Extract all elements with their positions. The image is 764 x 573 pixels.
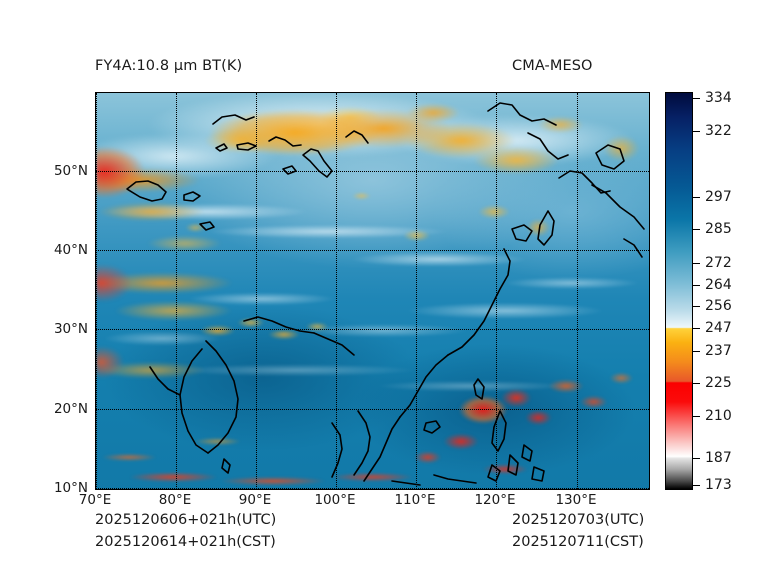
colorbar[interactable] (665, 92, 693, 490)
colorbar-tick-272 (693, 262, 700, 264)
colorbar-gradient (666, 93, 692, 489)
ytick-label-40n: 40°N (53, 242, 88, 258)
footer-init-time-utc: 2025120606+021h(UTC) (95, 512, 277, 528)
satellite-map[interactable] (95, 92, 650, 490)
longitude-axis: 70°E 80°E 90°E 100°E 110°E 120°E 130°E (79, 492, 648, 514)
southern-convective-rim (96, 93, 649, 489)
latitude-axis: 50°N 40°N 30°N 20°N 10°N (0, 92, 88, 496)
colorbar-label-225: 225 (705, 374, 732, 391)
xtick-label-130e: 130°E (555, 492, 597, 508)
xtick-label-90e: 90°E (238, 492, 272, 508)
colorbar-tick-225 (693, 382, 700, 384)
xtick-label-100e: 100°E (314, 492, 356, 508)
colorbar-label-187: 187 (705, 450, 732, 467)
colorbar-tick-285 (693, 228, 700, 230)
footer-valid-time-cst: 2025120711(CST) (512, 534, 644, 550)
colorbar-tick-322 (693, 130, 700, 132)
colorbar-label-247: 247 (705, 319, 732, 336)
model-title: CMA-MESO (512, 58, 593, 74)
colorbar-label-237: 237 (705, 342, 732, 359)
product-title: FY4A:10.8 μm BT(K) (95, 58, 243, 74)
colorbar-tick-237 (693, 350, 700, 352)
colorbar-tick-297 (693, 196, 700, 198)
xtick-label-120e: 120°E (474, 492, 516, 508)
colorbar-label-256: 256 (705, 298, 732, 315)
footer-valid-time-utc: 2025120703(UTC) (512, 512, 645, 528)
colorbar-label-285: 285 (705, 220, 732, 237)
xtick-label-110e: 110°E (394, 492, 436, 508)
colorbar-tick-210 (693, 415, 700, 417)
ytick-label-10n: 10°N (53, 480, 88, 496)
colorbar-label-264: 264 (705, 277, 732, 294)
ytick-label-50n: 50°N (53, 163, 88, 179)
colorbar-tick-group: 334 322 297 285 272 264 256 247 237 225 210 187 173 (665, 89, 764, 494)
footer-init-time-cst: 2025120614+021h(CST) (95, 534, 276, 550)
colorbar-tick-264 (693, 285, 700, 287)
colorbar-label-297: 297 (705, 188, 732, 205)
xtick-label-80e: 80°E (158, 492, 192, 508)
colorbar-label-210: 210 (705, 407, 732, 424)
colorbar-tick-247 (693, 327, 700, 329)
xtick-label-70e: 70°E (78, 492, 112, 508)
colorbar-tick-173 (693, 485, 700, 487)
colorbar-tick-187 (693, 458, 700, 460)
ytick-label-20n: 20°N (53, 401, 88, 417)
colorbar-tick-256 (693, 306, 700, 308)
colorbar-label-173: 173 (705, 477, 732, 494)
colorbar-label-272: 272 (705, 254, 732, 271)
map-image (96, 93, 649, 489)
colorbar-label-334: 334 (705, 89, 732, 106)
ytick-label-30n: 30°N (53, 321, 88, 337)
colorbar-label-322: 322 (705, 122, 732, 139)
colorbar-tick-334 (693, 97, 700, 99)
